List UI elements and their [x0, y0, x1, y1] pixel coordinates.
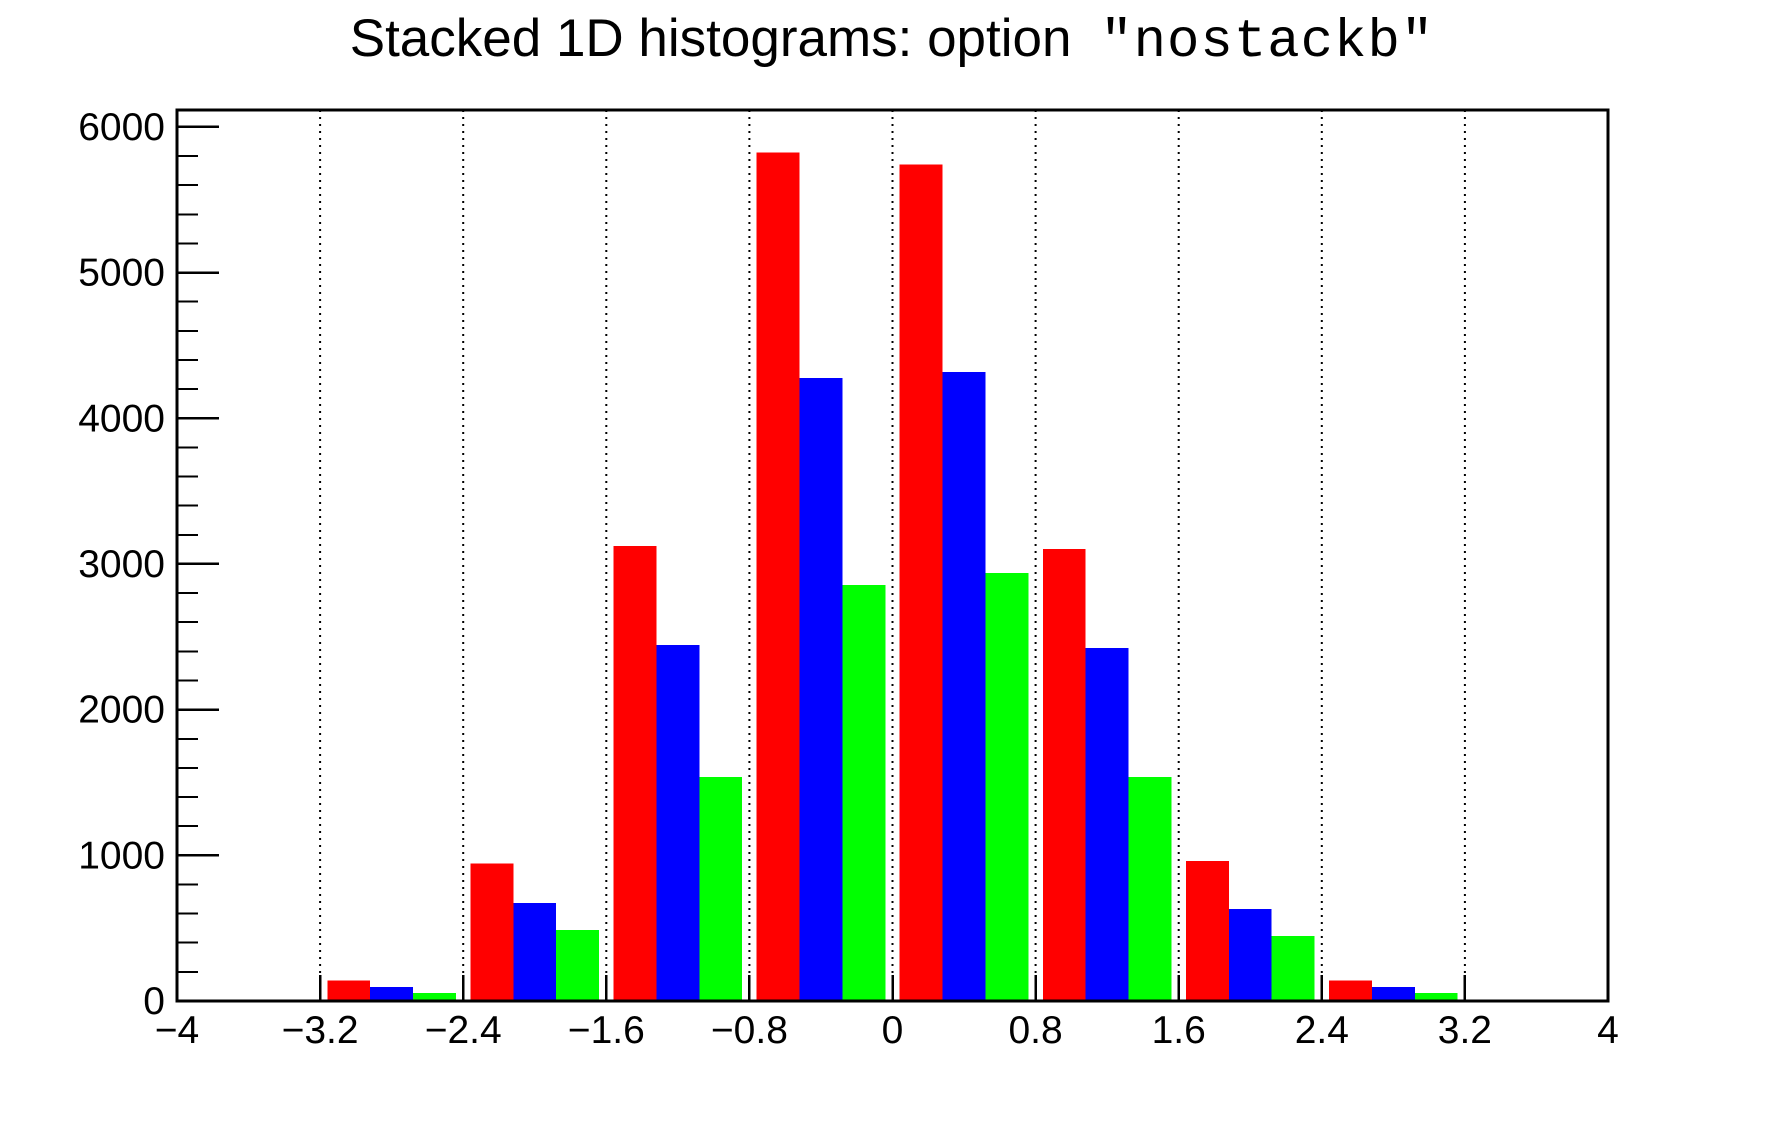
x-tick-label: 0 — [882, 1009, 904, 1052]
histogram-bar-green — [556, 930, 600, 1001]
x-tick-label: −1.6 — [568, 1009, 645, 1052]
histogram-bar-green — [699, 776, 743, 1001]
x-tick-label: 4 — [1597, 1009, 1619, 1052]
histogram-bar-blue — [1228, 908, 1272, 1001]
histogram-bar-red — [756, 152, 800, 1001]
histogram-bar-blue — [513, 902, 557, 1001]
x-tick-label: −0.8 — [711, 1009, 788, 1052]
chart-title-text: Stacked 1D histograms: option — [349, 9, 1087, 68]
x-tick-label: 1.6 — [1152, 1009, 1206, 1052]
y-tick-label: 5000 — [78, 252, 165, 295]
y-tick-label: 0 — [143, 980, 165, 1023]
histogram-bar-red — [899, 164, 943, 1002]
histogram-bar-blue — [799, 377, 843, 1001]
histogram-bar-green — [413, 992, 457, 1001]
y-tick-label: 1000 — [78, 834, 165, 877]
histogram-bar-red — [613, 545, 657, 1001]
histogram-bar-blue — [370, 987, 414, 1001]
histogram-bar-blue — [1371, 987, 1415, 1001]
x-tick-label: 0.8 — [1008, 1009, 1062, 1052]
histogram-bar-blue — [656, 644, 700, 1001]
histogram-bar-red — [1185, 860, 1229, 1001]
histogram-bar-green — [842, 584, 886, 1001]
y-tick-label: 4000 — [78, 397, 165, 440]
histogram-bar-green — [1414, 992, 1458, 1001]
histogram-bar-green — [1128, 776, 1172, 1001]
y-tick-label: 2000 — [78, 689, 165, 732]
histogram-bar-red — [327, 980, 371, 1001]
x-tick-label: −3.2 — [282, 1009, 359, 1052]
histogram-bar-red — [1042, 548, 1086, 1001]
histogram-bar-blue — [1085, 647, 1129, 1001]
histogram-bar-green — [1271, 936, 1315, 1001]
y-tick-label: 3000 — [78, 543, 165, 586]
histogram-bar-green — [985, 572, 1029, 1001]
histogram-bar-blue — [942, 371, 986, 1001]
histogram-bar-red — [1328, 980, 1372, 1001]
x-tick-label: −2.4 — [425, 1009, 502, 1052]
x-tick-label: −4 — [155, 1009, 199, 1052]
x-tick-label: 2.4 — [1295, 1009, 1349, 1052]
x-tick-label: 3.2 — [1438, 1009, 1492, 1052]
chart-title-code: "nostackb" — [1100, 12, 1435, 73]
y-tick-label: 6000 — [78, 106, 165, 149]
chart-title: Stacked 1D histograms: option "nostackb" — [350, 8, 1435, 73]
histogram-bar-red — [470, 863, 514, 1001]
